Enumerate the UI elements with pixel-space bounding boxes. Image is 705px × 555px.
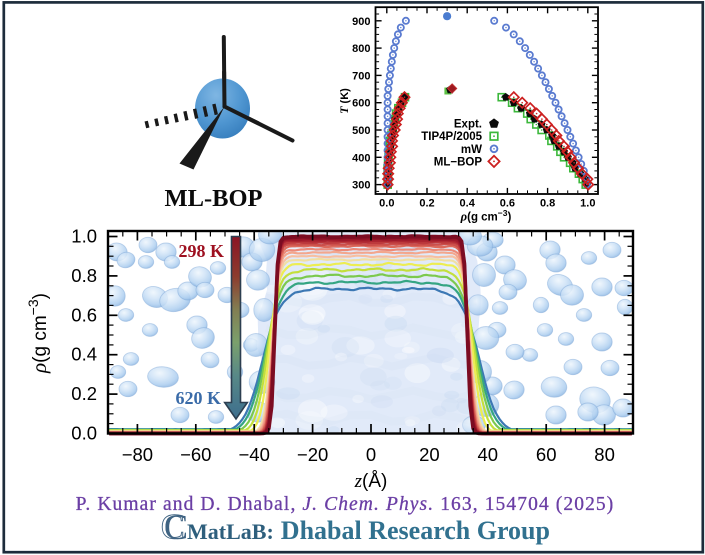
svg-text:0.0: 0.0	[71, 423, 97, 444]
svg-text:0.2: 0.2	[419, 198, 434, 210]
svg-text:TIP4P/2005: TIP4P/2005	[421, 131, 482, 143]
svg-text:0.8: 0.8	[71, 265, 97, 286]
svg-text:900: 900	[352, 16, 370, 28]
svg-text:400: 400	[352, 152, 370, 164]
svg-text:T (K): T (K)	[337, 88, 351, 114]
svg-text:1.0: 1.0	[71, 226, 97, 247]
svg-text:0.2: 0.2	[71, 383, 97, 404]
svg-text:1.0: 1.0	[580, 198, 595, 210]
svg-text:0.0: 0.0	[379, 198, 394, 210]
svg-text:−20: −20	[297, 444, 328, 465]
svg-text:ρ(g cm−3): ρ(g cm−3)	[25, 293, 51, 374]
svg-text:40: 40	[478, 444, 499, 465]
svg-text:ML-BOP: ML-BOP	[165, 185, 263, 212]
svg-text:z(Å): z(Å)	[354, 471, 388, 492]
svg-text:0.4: 0.4	[460, 198, 476, 210]
svg-text:600: 600	[352, 98, 370, 110]
svg-text:0.6: 0.6	[500, 198, 515, 210]
svg-text:500: 500	[352, 125, 370, 137]
svg-text:0.6: 0.6	[71, 304, 97, 325]
svg-text:800: 800	[352, 43, 370, 55]
svg-text:0.8: 0.8	[540, 198, 555, 210]
svg-text:300: 300	[352, 180, 370, 192]
svg-text:P. Kumar and D. Dhabal, J. Che: P. Kumar and D. Dhabal, J. Chem. Phys. 1…	[76, 494, 615, 515]
svg-text:−60: −60	[180, 444, 211, 465]
svg-text:C: C	[161, 507, 185, 547]
svg-text:60: 60	[536, 444, 557, 465]
svg-text:mW: mW	[461, 144, 482, 156]
svg-text:CMatLaB:Dhabal Research Group: CMatLaB: Dhabal Research Group	[164, 507, 550, 547]
svg-text:Expt.: Expt.	[454, 119, 482, 131]
svg-text:0: 0	[366, 444, 376, 465]
svg-text:−40: −40	[239, 444, 270, 465]
svg-text:0.4: 0.4	[71, 344, 97, 365]
svg-text:80: 80	[594, 444, 615, 465]
svg-text:−80: −80	[122, 444, 153, 465]
svg-text:620 K: 620 K	[175, 388, 221, 408]
svg-text:ML−BOP: ML−BOP	[434, 156, 483, 168]
svg-text:298 K: 298 K	[178, 241, 224, 261]
svg-text:ρ(g cm−3): ρ(g cm−3)	[460, 208, 512, 224]
svg-text:20: 20	[419, 444, 440, 465]
svg-text:700: 700	[352, 70, 370, 82]
